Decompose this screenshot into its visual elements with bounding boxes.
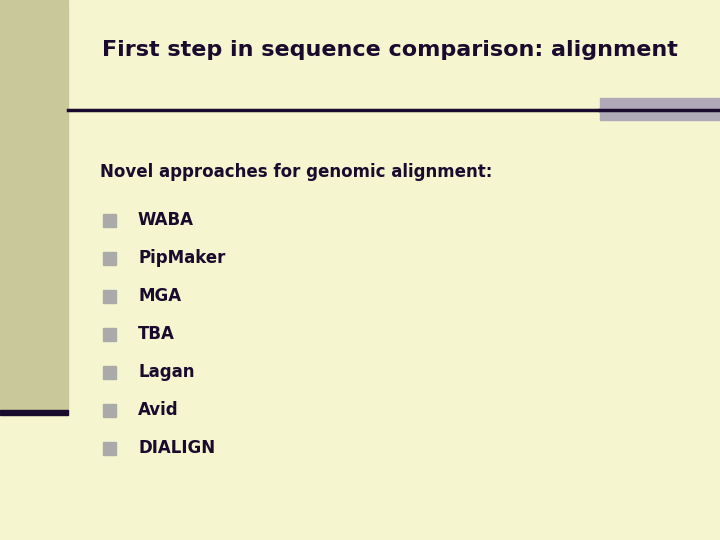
Bar xyxy=(103,442,116,455)
Text: Novel approaches for genomic alignment:: Novel approaches for genomic alignment: xyxy=(100,163,492,181)
Bar xyxy=(103,404,116,417)
Text: DIALIGN: DIALIGN xyxy=(138,439,215,457)
Bar xyxy=(103,328,116,341)
Text: MGA: MGA xyxy=(138,287,181,305)
Bar xyxy=(103,290,116,303)
Text: Avid: Avid xyxy=(138,401,179,419)
Text: PipMaker: PipMaker xyxy=(138,249,225,267)
Bar xyxy=(103,366,116,379)
Bar xyxy=(0,0,68,410)
Text: TBA: TBA xyxy=(138,325,175,343)
Bar xyxy=(103,252,116,265)
Bar xyxy=(0,410,68,415)
Text: Lagan: Lagan xyxy=(138,363,194,381)
Text: First step in sequence comparison: alignment: First step in sequence comparison: align… xyxy=(102,40,678,60)
Bar xyxy=(103,214,116,227)
Text: WABA: WABA xyxy=(138,211,194,229)
Bar xyxy=(600,98,720,120)
